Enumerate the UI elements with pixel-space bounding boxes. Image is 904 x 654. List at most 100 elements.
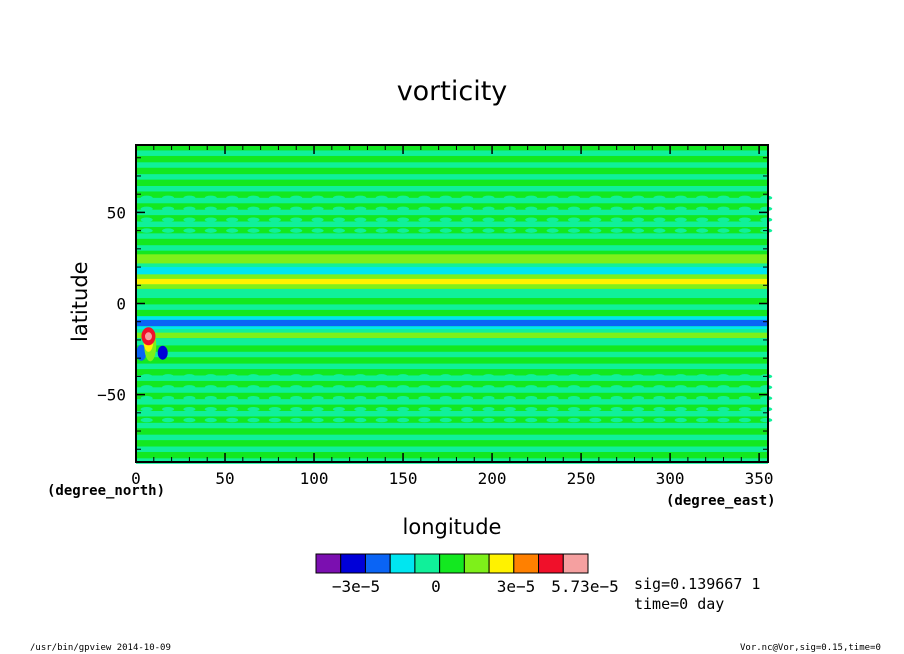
heatmap-band (136, 422, 768, 429)
heatmap-wave (332, 374, 345, 379)
heatmap-band (136, 185, 768, 192)
heatmap-wave (525, 406, 538, 412)
heatmap-wave (717, 217, 730, 222)
x-axis-unit: (degree_east) (666, 493, 776, 509)
heatmap-wave (461, 406, 474, 412)
heatmap-band (136, 233, 768, 239)
heatmap-wave (140, 217, 153, 222)
heatmap-wave (546, 396, 559, 401)
heatmap-wave (354, 396, 367, 401)
heatmap-wave (674, 195, 687, 201)
heatmap-wave (418, 195, 431, 201)
heatmap-wave (311, 206, 324, 211)
heatmap-wave (332, 417, 345, 423)
heatmap-wave (546, 228, 559, 233)
heatmap-wave (375, 385, 388, 390)
heatmap-wave (268, 374, 281, 379)
heatmap-wave (696, 406, 709, 412)
heatmap-wave (567, 406, 580, 412)
heatmap-wave (674, 406, 687, 412)
heatmap-wave (696, 195, 709, 201)
heatmap-wave (397, 217, 410, 222)
heatmap-wave (674, 417, 687, 423)
heatmap-wave (418, 206, 431, 211)
y-tick-label: 0 (116, 295, 126, 314)
heatmap-wave (418, 417, 431, 423)
heatmap-wave (503, 217, 516, 222)
heatmap-wave (503, 417, 516, 423)
heatmap-wave (332, 217, 345, 222)
heatmap-band (136, 150, 768, 156)
heatmap-wave (738, 385, 751, 390)
heatmap-wave (674, 374, 687, 379)
heatmap-wave (247, 406, 260, 412)
heatmap-wave (226, 206, 239, 211)
heatmap-wave (397, 195, 410, 201)
heatmap-wave (503, 228, 516, 233)
heatmap-wave (717, 195, 730, 201)
heatmap-band (136, 332, 768, 339)
heatmap-band (136, 387, 768, 393)
heatmap-wave (482, 417, 495, 423)
y-axis-unit: (degree_north) (47, 483, 166, 499)
heatmap-wave (418, 385, 431, 390)
heatmap-wave (204, 228, 217, 233)
heatmap-wave (632, 396, 645, 401)
x-tick-label: 100 (300, 469, 329, 488)
heatmap-band (136, 399, 768, 405)
heatmap-wave (653, 206, 666, 211)
heatmap-wave (461, 195, 474, 201)
heatmap-wave (290, 206, 303, 211)
heatmap-wave (439, 217, 452, 222)
heatmap-wave (247, 217, 260, 222)
heatmap-wave (183, 396, 196, 401)
negative-band (136, 319, 768, 327)
heatmap-wave (290, 396, 303, 401)
heatmap-wave (674, 396, 687, 401)
heatmap-wave (717, 385, 730, 390)
heatmap-wave (204, 206, 217, 211)
heatmap-wave (525, 195, 538, 201)
heatmap-wave (354, 406, 367, 412)
heatmap-wave (589, 195, 602, 201)
heatmap-wave (567, 206, 580, 211)
heatmap-band (136, 292, 768, 299)
heatmap-wave (311, 385, 324, 390)
heatmap-wave (567, 217, 580, 222)
x-tick-label: 300 (656, 469, 685, 488)
heatmap-wave (354, 385, 367, 390)
heatmap-wave (375, 217, 388, 222)
heatmap-band (136, 338, 768, 342)
heatmap-wave (525, 228, 538, 233)
heatmap-wave (311, 374, 324, 379)
heatmap-wave (183, 195, 196, 201)
heatmap-wave (439, 374, 452, 379)
heatmap-wave (397, 396, 410, 401)
heatmap-band (136, 197, 768, 204)
heatmap-wave (439, 417, 452, 423)
heatmap-wave (589, 396, 602, 401)
heatmap-wave (696, 228, 709, 233)
heatmap-wave (717, 417, 730, 423)
y-tick-label: −50 (97, 386, 126, 405)
heatmap-wave (589, 417, 602, 423)
heatmap-wave (439, 406, 452, 412)
heatmap-wave (140, 195, 153, 201)
heatmap-wave (268, 228, 281, 233)
heatmap-wave (589, 406, 602, 412)
heatmap-wave (439, 228, 452, 233)
colorbar-swatch (439, 553, 465, 574)
heatmap-wave (354, 195, 367, 201)
heatmap-wave (653, 417, 666, 423)
heatmap-band (136, 339, 768, 346)
heatmap-wave (247, 417, 260, 423)
heatmap-wave (311, 406, 324, 412)
heatmap-wave (162, 228, 175, 233)
heatmap-wave (610, 385, 623, 390)
heatmap-wave (397, 374, 410, 379)
heatmap-wave (375, 417, 388, 423)
heatmap-wave (653, 228, 666, 233)
heatmap-wave (503, 374, 516, 379)
heatmap-wave (738, 206, 751, 211)
heatmap-wave (439, 385, 452, 390)
